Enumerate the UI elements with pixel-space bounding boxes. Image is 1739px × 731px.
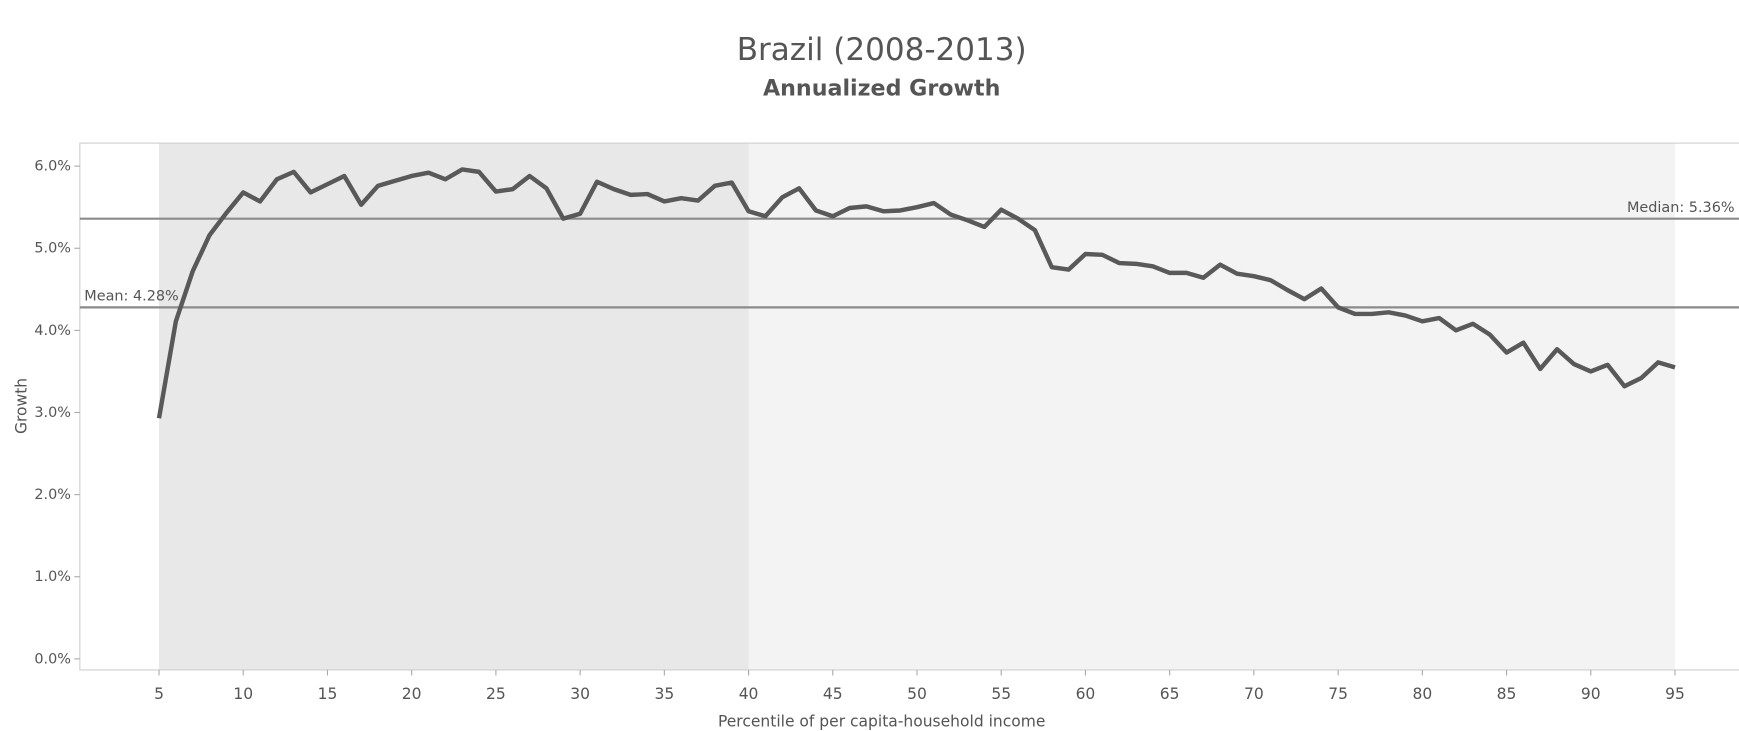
x-tick-label: 65 [1160, 685, 1180, 703]
y-tick-label: 4.0% [34, 323, 71, 339]
x-tick-label: 45 [823, 685, 843, 703]
x-tick-label: 15 [318, 685, 338, 703]
y-axis-label: Growth [13, 378, 31, 434]
y-tick-label: 3.0% [34, 405, 71, 421]
x-tick-label: 75 [1328, 685, 1348, 703]
y-tick-label: 5.0% [34, 241, 71, 257]
shaded-band [748, 143, 1675, 670]
x-tick-label: 60 [1076, 685, 1096, 703]
x-tick-label: 35 [654, 685, 674, 703]
x-tick-label: 25 [486, 685, 506, 703]
y-tick-label: 2.0% [34, 487, 71, 503]
x-tick-label: 55 [991, 685, 1011, 703]
x-axis-label: Percentile of per capita-household incom… [718, 712, 1045, 730]
plot-border [79, 142, 1739, 671]
data-line [156, 167, 1676, 419]
x-tick-label: 30 [570, 685, 590, 703]
shaded-band [159, 143, 749, 670]
x-tick-label: 40 [739, 685, 759, 703]
x-tick-label: 5 [154, 685, 164, 703]
chart-title: Brazil (2008-2013) [737, 32, 1027, 68]
x-tick-label: 95 [1665, 685, 1685, 703]
chart-subtitle: Annualized Growth [763, 75, 1000, 101]
x-tick-label: 85 [1497, 685, 1517, 703]
x-tick-label: 70 [1244, 685, 1264, 703]
x-tick-label: 20 [402, 685, 422, 703]
y-tick-label: 0.0% [34, 651, 71, 667]
y-tick-label: 6.0% [34, 159, 71, 175]
y-tick-label: 1.0% [34, 569, 71, 585]
reference-label: Mean: 4.28% [84, 289, 178, 305]
reference-label: Median: 5.36% [1627, 200, 1735, 216]
x-tick-label: 10 [233, 685, 253, 703]
x-tick-label: 50 [907, 685, 927, 703]
x-tick-label: 80 [1412, 685, 1432, 703]
x-tick-label: 90 [1581, 685, 1601, 703]
